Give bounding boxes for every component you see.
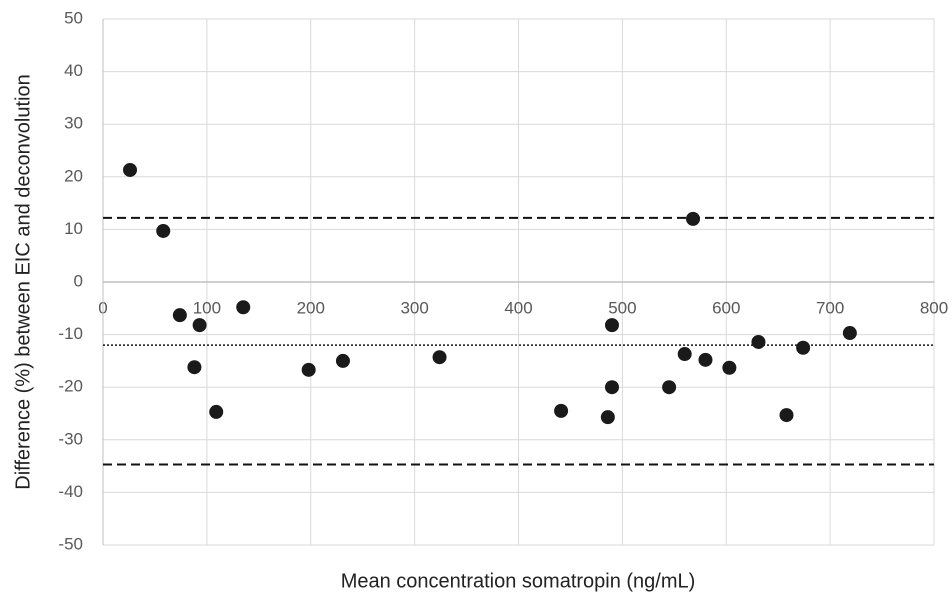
- x-tick-label: 800: [920, 298, 948, 317]
- y-tick-label: 50: [64, 8, 83, 27]
- point: [187, 360, 202, 375]
- y-axis-title: Difference (%) between EIC and deconvolu…: [12, 74, 34, 489]
- point: [604, 318, 619, 333]
- point: [662, 380, 677, 395]
- y-tick-label: 40: [64, 61, 83, 80]
- point: [686, 211, 701, 226]
- x-axis-title: Mean concentration somatropin (ng/mL): [341, 570, 696, 592]
- y-tick-label: -10: [58, 324, 83, 343]
- y-tick-label: -30: [58, 429, 83, 448]
- y-tick-label: -50: [58, 534, 83, 553]
- x-tick-label: 700: [816, 298, 844, 317]
- x-tick-label: 500: [608, 298, 636, 317]
- point: [796, 340, 811, 355]
- x-tick-label: 400: [504, 298, 532, 317]
- x-tick-label: 600: [712, 298, 740, 317]
- point: [172, 308, 187, 323]
- point: [123, 162, 138, 177]
- point: [722, 360, 737, 375]
- point: [192, 318, 207, 333]
- point: [236, 300, 251, 315]
- point: [698, 352, 713, 367]
- point: [554, 403, 569, 418]
- point: [677, 347, 692, 362]
- y-tick-label: 10: [64, 219, 83, 238]
- y-tick-label: 20: [64, 166, 83, 185]
- x-tick-label: 300: [400, 298, 428, 317]
- y-tick-label: -40: [58, 482, 83, 501]
- x-tick-label: 200: [297, 298, 325, 317]
- point: [600, 410, 615, 425]
- point: [842, 326, 857, 341]
- point: [156, 223, 171, 238]
- x-tick-label: 100: [193, 298, 221, 317]
- point: [779, 408, 794, 423]
- point: [751, 334, 766, 349]
- point: [335, 353, 350, 368]
- point: [301, 362, 316, 377]
- point: [209, 404, 224, 419]
- point: [432, 350, 447, 365]
- point: [604, 380, 619, 395]
- y-tick-label: 0: [74, 271, 83, 290]
- y-tick-label: 30: [64, 114, 83, 133]
- y-tick-label: -20: [58, 377, 83, 396]
